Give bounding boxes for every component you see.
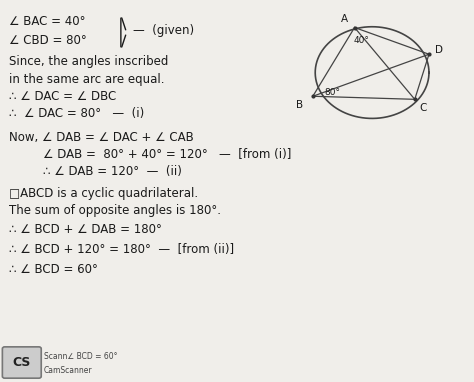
Text: ∴ ∠ DAC = ∠ DBC: ∴ ∠ DAC = ∠ DBC: [9, 90, 117, 103]
Text: □ABCD is a cyclic quadrilateral.: □ABCD is a cyclic quadrilateral.: [9, 187, 199, 200]
Text: Now, ∠ DAB = ∠ DAC + ∠ CAB: Now, ∠ DAB = ∠ DAC + ∠ CAB: [9, 131, 194, 144]
Text: ∴  ∠ DAC = 80°   —  (i): ∴ ∠ DAC = 80° — (i): [9, 107, 145, 120]
Text: —  (given): — (given): [133, 24, 194, 37]
Text: ∴ ∠ DAB = 120°  —  (ii): ∴ ∠ DAB = 120° — (ii): [43, 165, 182, 178]
Text: A: A: [340, 14, 348, 24]
Text: C: C: [419, 103, 427, 113]
Text: in the same arc are equal.: in the same arc are equal.: [9, 73, 165, 86]
Text: ∠ BAC = 40°: ∠ BAC = 40°: [9, 15, 86, 28]
Text: The sum of opposite angles is 180°.: The sum of opposite angles is 180°.: [9, 204, 221, 217]
Text: 80°: 80°: [325, 88, 341, 97]
Text: B: B: [296, 100, 303, 110]
Text: ∴ ∠ BCD + 120° = 180°  —  [from (ii)]: ∴ ∠ BCD + 120° = 180° — [from (ii)]: [9, 243, 235, 256]
Text: CamScanner: CamScanner: [44, 366, 92, 375]
Text: Scann∠ BCD = 60°: Scann∠ BCD = 60°: [44, 351, 117, 361]
Text: ∠ DAB =  80° + 40° = 120°   —  [from (i)]: ∠ DAB = 80° + 40° = 120° — [from (i)]: [43, 148, 291, 161]
Text: CS: CS: [13, 356, 31, 369]
Text: ∴ ∠ BCD = 60°: ∴ ∠ BCD = 60°: [9, 263, 99, 276]
Text: D: D: [436, 45, 443, 55]
Text: ∴ ∠ BCD + ∠ DAB = 180°: ∴ ∠ BCD + ∠ DAB = 180°: [9, 223, 163, 236]
Text: 40°: 40°: [353, 36, 369, 45]
FancyBboxPatch shape: [2, 347, 41, 378]
Text: Since, the angles inscribed: Since, the angles inscribed: [9, 55, 169, 68]
Text: ∠ CBD = 80°: ∠ CBD = 80°: [9, 34, 87, 47]
